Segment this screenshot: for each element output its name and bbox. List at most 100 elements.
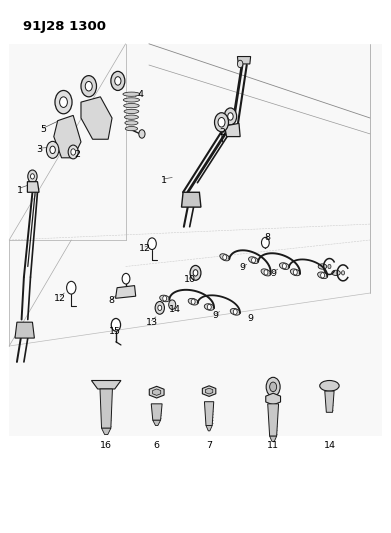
Text: 7: 7 xyxy=(206,441,212,450)
Ellipse shape xyxy=(125,126,138,131)
Text: 1: 1 xyxy=(161,176,167,185)
Polygon shape xyxy=(325,391,334,413)
Ellipse shape xyxy=(249,257,258,264)
Text: 4: 4 xyxy=(137,90,143,99)
Circle shape xyxy=(139,130,145,138)
Polygon shape xyxy=(181,192,201,207)
Circle shape xyxy=(47,141,59,158)
Text: 12: 12 xyxy=(139,244,151,253)
Ellipse shape xyxy=(188,298,198,305)
Polygon shape xyxy=(81,97,112,139)
Circle shape xyxy=(218,117,225,127)
Ellipse shape xyxy=(280,263,289,270)
Text: 9: 9 xyxy=(270,269,276,278)
Polygon shape xyxy=(204,402,214,425)
Text: 8: 8 xyxy=(108,296,114,305)
Circle shape xyxy=(85,82,92,91)
Circle shape xyxy=(28,170,37,183)
Text: 9: 9 xyxy=(248,314,254,323)
Circle shape xyxy=(190,265,201,280)
Text: 2: 2 xyxy=(219,128,225,137)
Polygon shape xyxy=(237,56,251,64)
Text: 91J28 1300: 91J28 1300 xyxy=(23,20,106,33)
Circle shape xyxy=(30,174,34,179)
Circle shape xyxy=(71,149,75,155)
Polygon shape xyxy=(100,389,113,428)
Polygon shape xyxy=(270,436,277,441)
Circle shape xyxy=(169,300,176,310)
Ellipse shape xyxy=(317,272,328,279)
Text: 5: 5 xyxy=(40,125,46,134)
Text: 15: 15 xyxy=(109,327,121,336)
Text: 9: 9 xyxy=(240,263,246,272)
Text: 3: 3 xyxy=(36,146,42,155)
Text: 9: 9 xyxy=(213,311,219,320)
Polygon shape xyxy=(266,393,280,405)
Ellipse shape xyxy=(291,269,300,276)
Circle shape xyxy=(193,270,198,276)
Text: 8: 8 xyxy=(264,233,270,242)
Circle shape xyxy=(228,113,233,120)
Text: 2: 2 xyxy=(74,150,81,159)
Circle shape xyxy=(155,302,165,314)
Polygon shape xyxy=(153,420,161,425)
Text: 14: 14 xyxy=(169,305,181,314)
Ellipse shape xyxy=(124,109,139,114)
Circle shape xyxy=(237,60,243,68)
Ellipse shape xyxy=(124,115,138,119)
Polygon shape xyxy=(27,182,39,192)
Circle shape xyxy=(163,296,167,301)
Polygon shape xyxy=(91,381,121,389)
Circle shape xyxy=(223,255,227,260)
Circle shape xyxy=(321,273,325,278)
Circle shape xyxy=(233,309,237,314)
Circle shape xyxy=(68,145,78,159)
Circle shape xyxy=(191,299,195,304)
Circle shape xyxy=(115,77,121,85)
Circle shape xyxy=(148,238,156,249)
Ellipse shape xyxy=(204,304,214,310)
Ellipse shape xyxy=(220,254,230,261)
Ellipse shape xyxy=(318,264,327,269)
Circle shape xyxy=(282,263,286,269)
Polygon shape xyxy=(54,115,81,158)
Circle shape xyxy=(59,97,67,108)
Circle shape xyxy=(158,305,162,311)
Ellipse shape xyxy=(230,309,240,315)
Circle shape xyxy=(224,108,237,125)
Circle shape xyxy=(122,273,130,284)
Ellipse shape xyxy=(124,103,139,108)
Polygon shape xyxy=(152,389,161,395)
Ellipse shape xyxy=(123,92,140,96)
Polygon shape xyxy=(206,425,212,431)
Polygon shape xyxy=(15,322,34,338)
Circle shape xyxy=(341,271,344,275)
Text: 11: 11 xyxy=(267,441,279,450)
Circle shape xyxy=(270,382,277,392)
Ellipse shape xyxy=(125,121,138,125)
Text: 16: 16 xyxy=(100,441,112,450)
Circle shape xyxy=(328,264,331,269)
Polygon shape xyxy=(151,404,162,420)
Polygon shape xyxy=(205,388,213,394)
Polygon shape xyxy=(149,386,164,398)
Circle shape xyxy=(111,71,125,91)
Text: 6: 6 xyxy=(154,441,160,450)
Circle shape xyxy=(81,76,97,97)
Polygon shape xyxy=(115,286,136,298)
Circle shape xyxy=(215,113,228,132)
Text: 14: 14 xyxy=(323,441,335,450)
Ellipse shape xyxy=(320,381,339,391)
Circle shape xyxy=(50,146,56,154)
Text: 10: 10 xyxy=(184,275,196,284)
Circle shape xyxy=(262,237,269,248)
Polygon shape xyxy=(224,123,240,136)
Circle shape xyxy=(66,281,76,294)
Text: 1: 1 xyxy=(17,186,23,195)
Circle shape xyxy=(293,270,297,275)
Polygon shape xyxy=(203,386,216,397)
Circle shape xyxy=(55,91,72,114)
Circle shape xyxy=(111,318,120,331)
Ellipse shape xyxy=(160,295,170,302)
Circle shape xyxy=(264,270,268,275)
